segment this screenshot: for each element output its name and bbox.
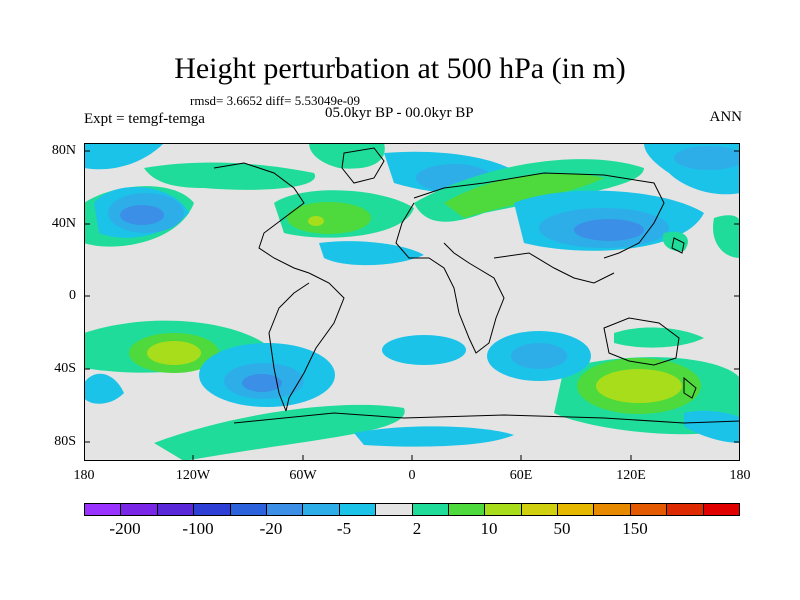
lon-tick-label: 120E — [616, 468, 646, 483]
colorbar-swatch — [630, 504, 668, 515]
stats-label: rmsd= 3.6652 diff= 5.53049e-09 — [190, 93, 361, 108]
contour-fill — [574, 219, 644, 241]
colorbar-label: 50 — [553, 519, 571, 538]
contour-fill — [144, 162, 316, 190]
colorbar-swatch — [85, 504, 122, 515]
contour-fill — [354, 426, 514, 447]
lon-tick-label: 0 — [408, 468, 416, 483]
colorbar-swatch — [266, 504, 304, 515]
lat-tick-label: 40S — [54, 361, 76, 376]
colorbar-swatch — [667, 504, 704, 515]
contour-fill — [662, 231, 688, 252]
colorbar-swatch — [121, 504, 158, 515]
coastlines — [213, 147, 740, 424]
colorbar-label: -100 — [182, 519, 214, 538]
colorbar-label: -200 — [109, 519, 141, 538]
contour-fill — [308, 216, 324, 226]
contour-fill — [674, 146, 740, 170]
contour-fill — [154, 404, 405, 461]
colorbar-swatch — [303, 504, 340, 515]
experiment-label: Expt = temgf-temga — [84, 111, 205, 127]
colorbar-swatch — [412, 504, 449, 515]
colorbar-swatch — [157, 504, 195, 515]
colorbar-swatch — [485, 504, 522, 515]
contour-fill — [84, 373, 124, 404]
contour-fill — [614, 327, 704, 348]
lon-tick-label: 180 — [73, 468, 95, 483]
lat-tick-label: 80S — [54, 434, 76, 449]
height-perturbation-map — [84, 143, 740, 461]
lat-tick-label: 40N — [51, 216, 76, 231]
plot-title: Height perturbation at 500 hPa (in m) — [174, 52, 626, 85]
colorbar-swatch — [230, 504, 267, 515]
lat-tick-label: 80N — [51, 143, 76, 158]
lon-tick-label: 120W — [175, 468, 211, 483]
contour-fill — [147, 341, 201, 365]
colorbar-swatch — [594, 504, 631, 515]
colorbar-label: -20 — [259, 519, 283, 538]
contour-fill — [287, 202, 371, 234]
contour-fill — [596, 369, 682, 403]
colorbar-swatch — [376, 504, 413, 515]
colorbar-swatch — [339, 504, 377, 515]
colorbar — [84, 503, 740, 516]
contour-fill — [444, 173, 604, 218]
axis-ticks — [84, 150, 740, 461]
colorbar-label: -5 — [336, 519, 352, 538]
colorbar-swatch — [448, 504, 486, 515]
lon-tick-label: 180 — [729, 468, 751, 483]
contour-fill — [242, 374, 282, 392]
colorbar-label: 10 — [480, 519, 498, 538]
colorbar-swatch — [194, 504, 231, 515]
contour-fill — [382, 335, 466, 365]
contour-fill — [713, 215, 740, 258]
contour-fill — [319, 241, 424, 266]
lon-tick-label: 60W — [289, 468, 317, 483]
contour-fill — [120, 205, 164, 225]
lat-tick-label: 0 — [69, 288, 76, 303]
contour-fill — [511, 343, 567, 369]
colorbar-label: 2 — [412, 519, 422, 538]
colorbar-swatch — [558, 504, 595, 515]
contour-fill — [84, 143, 164, 170]
season-label: ANN — [709, 109, 743, 125]
colorbar-swatch — [521, 504, 559, 515]
colorbar-swatch — [703, 504, 740, 515]
lon-tick-label: 60E — [509, 468, 533, 483]
colorbar-label: 150 — [622, 519, 648, 538]
period-label: 05.0kyr BP - 00.0kyr BP — [325, 105, 474, 121]
contour-fill — [684, 410, 740, 443]
